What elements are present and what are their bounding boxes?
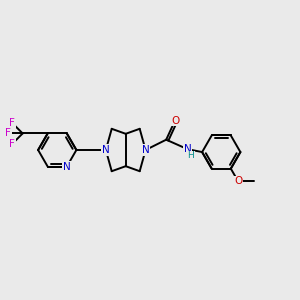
Text: N: N [142, 145, 149, 155]
Text: F: F [5, 128, 11, 138]
Text: F: F [9, 118, 15, 128]
Text: H: H [188, 151, 194, 160]
Text: F: F [9, 139, 15, 149]
Text: N: N [184, 144, 191, 154]
Text: O: O [171, 116, 179, 126]
Text: N: N [102, 145, 110, 155]
Text: O: O [234, 176, 242, 186]
Text: N: N [63, 162, 71, 172]
